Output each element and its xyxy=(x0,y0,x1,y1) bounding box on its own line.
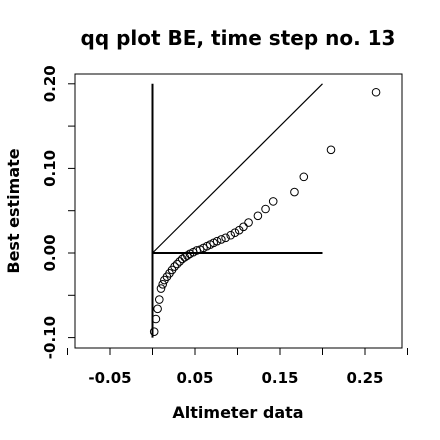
data-point xyxy=(244,218,253,227)
y-axis-label: Best estimate xyxy=(4,148,23,273)
data-point xyxy=(175,257,184,266)
plot-frame xyxy=(74,73,403,349)
data-point xyxy=(239,222,248,232)
chart-title: qq plot BE, time step no. 13 xyxy=(81,26,396,50)
data-point xyxy=(371,87,381,97)
data-point xyxy=(290,187,299,197)
y-tick-label: 0.10 xyxy=(41,150,59,187)
data-point xyxy=(268,197,278,206)
data-point xyxy=(149,327,159,336)
y-tick-label: 0.00 xyxy=(41,234,59,271)
data-point xyxy=(299,172,309,182)
data-point xyxy=(172,259,182,269)
x-axis: -0.05 0.05 0.15 0.25 xyxy=(67,348,408,387)
data-point xyxy=(151,314,161,324)
y-tick-label: 0.20 xyxy=(41,65,59,102)
data-point xyxy=(326,145,336,155)
data-point xyxy=(221,233,230,243)
data-point xyxy=(261,204,270,214)
x-axis-label: Altimeter data xyxy=(172,403,303,422)
data-point xyxy=(170,262,179,271)
x-tick-label: -0.05 xyxy=(88,369,131,387)
x-tick-label: 0.05 xyxy=(176,369,213,387)
x-tick-label: 0.15 xyxy=(261,369,298,387)
y-axis: -0.10 0.00 0.10 0.20 xyxy=(41,65,75,359)
data-point xyxy=(156,284,166,293)
reference-lines xyxy=(151,83,323,338)
x-tick-label: 0.25 xyxy=(346,369,383,387)
data-point xyxy=(253,211,263,221)
data-point xyxy=(153,304,162,314)
data-point xyxy=(217,235,226,244)
reference-line-identity xyxy=(152,83,323,254)
data-point xyxy=(155,295,164,304)
data-point xyxy=(158,280,167,289)
data-point xyxy=(226,230,235,240)
data-point xyxy=(230,228,240,237)
data-points xyxy=(149,87,381,336)
data-point xyxy=(212,236,222,246)
y-tick-label: -0.10 xyxy=(41,316,59,359)
